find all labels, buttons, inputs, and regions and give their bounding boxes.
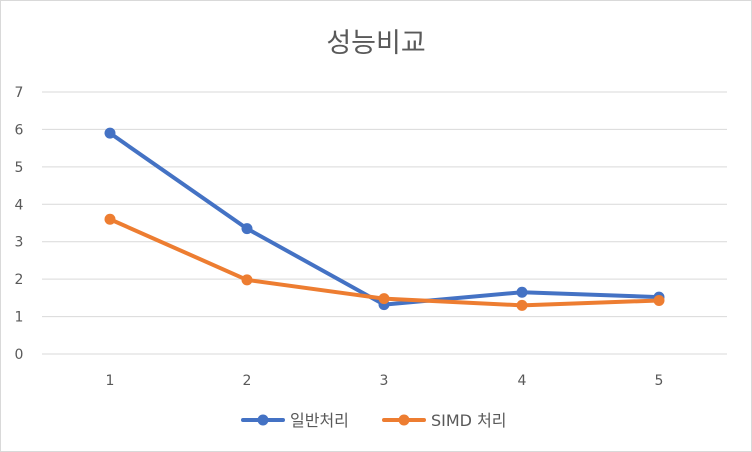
data-point: [516, 286, 528, 298]
data-point: [653, 294, 665, 306]
y-tick-label: 5: [15, 160, 24, 176]
gridlines: [42, 91, 727, 355]
data-point: [104, 127, 116, 139]
series-2: [104, 213, 665, 311]
legend-item: 일반처리: [241, 411, 349, 430]
x-tick-label: 2: [243, 373, 252, 389]
y-tick-label: 3: [15, 235, 24, 251]
x-tick-label: 4: [518, 373, 527, 389]
y-tick-label: 2: [15, 272, 24, 288]
data-point: [104, 213, 116, 225]
y-tick-label: 7: [15, 85, 24, 101]
chart-title: 성능비교: [326, 28, 425, 59]
x-tick-label: 5: [655, 373, 664, 389]
x-axis-ticks: 1 2 3 4 5: [106, 373, 664, 389]
legend-label: 일반처리: [290, 411, 349, 430]
data-point: [516, 299, 528, 311]
legend-marker: [257, 414, 269, 426]
series-layer: [104, 127, 665, 311]
legend-item: SIMD 처리: [382, 411, 507, 430]
x-tick-label: 1: [106, 373, 115, 389]
y-tick-label: 4: [15, 197, 24, 213]
y-tick-label: 6: [15, 122, 24, 138]
legend: 일반처리 SIMD 처리: [241, 411, 507, 430]
x-tick-label: 3: [380, 373, 389, 389]
legend-marker: [398, 414, 410, 426]
y-axis-ticks: 0 1 2 3 4 5 6 7: [15, 85, 24, 363]
series-1: [104, 127, 665, 311]
y-tick-label: 1: [15, 310, 24, 326]
data-point: [378, 293, 390, 305]
legend-label: SIMD 처리: [431, 411, 507, 430]
data-point: [241, 274, 253, 286]
y-tick-label: 0: [15, 347, 24, 363]
data-point: [241, 223, 253, 235]
